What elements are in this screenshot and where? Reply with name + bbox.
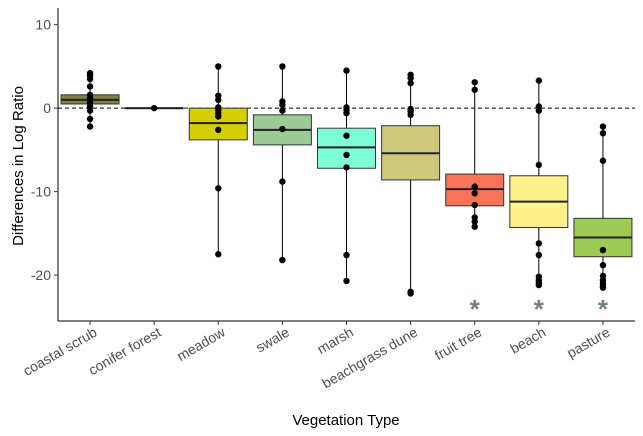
- data-point: [599, 284, 607, 291]
- data-point: [215, 126, 222, 134]
- y-tick-label: -10: [31, 184, 51, 200]
- data-point: [86, 123, 94, 130]
- x-tick-label: coastal scrub: [20, 324, 100, 379]
- x-tick-label: pasture: [564, 324, 613, 361]
- data-point: [343, 67, 350, 74]
- data-point: [279, 256, 286, 264]
- x-tick-label: meadow: [174, 323, 229, 364]
- data-point: [343, 277, 350, 285]
- significance-marker: *: [470, 294, 481, 324]
- data-point: [407, 74, 414, 82]
- data-point: [215, 63, 222, 70]
- data-point: [471, 86, 478, 93]
- data-point: [343, 164, 350, 171]
- data-point: [599, 246, 607, 254]
- data-point: [407, 290, 414, 297]
- data-point: [599, 261, 607, 269]
- x-axis-title: Vegetation Type: [292, 412, 399, 429]
- data-point: [343, 151, 350, 159]
- data-point: [343, 132, 350, 139]
- data-point: [150, 104, 158, 112]
- data-point: [535, 251, 543, 259]
- data-point: [215, 251, 222, 258]
- data-point: [86, 75, 94, 83]
- data-point: [471, 218, 478, 225]
- y-tick-label: 10: [35, 17, 51, 33]
- y-tick-label: 0: [43, 100, 51, 116]
- data-point: [471, 223, 478, 230]
- x-tick-label: marsh: [314, 324, 356, 357]
- x-tick-label: swale: [253, 324, 292, 356]
- data-point: [535, 107, 543, 114]
- data-point: [407, 79, 414, 87]
- data-point: [407, 111, 414, 119]
- data-point: [471, 79, 478, 86]
- x-tick-label: conifer forest: [86, 324, 164, 378]
- data-point: [86, 107, 94, 114]
- data-point: [279, 178, 286, 185]
- data-point: [86, 115, 94, 123]
- data-point: [535, 240, 543, 247]
- data-point: [471, 183, 478, 190]
- data-point: [279, 125, 286, 133]
- data-point: [343, 109, 350, 117]
- data-point: [599, 157, 607, 164]
- data-point: [86, 83, 94, 90]
- y-axis-title: Differences in Log Ratio: [10, 86, 27, 246]
- significance-marker: *: [598, 294, 609, 324]
- data-point: [535, 281, 543, 289]
- data-point: [215, 113, 222, 120]
- y-tick-label: -20: [31, 267, 51, 283]
- data-point: [215, 185, 222, 192]
- data-point: [343, 251, 350, 259]
- data-point: [599, 130, 607, 137]
- data-point: [279, 107, 286, 114]
- data-point: [279, 63, 286, 70]
- data-point: [215, 96, 222, 104]
- data-point: [471, 190, 478, 197]
- x-tick-label: fruit tree: [432, 324, 485, 364]
- data-point: [535, 77, 543, 84]
- data-point: [279, 101, 286, 109]
- data-point: [535, 161, 543, 169]
- data-point: [599, 123, 607, 130]
- significance-marker: *: [534, 294, 545, 324]
- data-point: [471, 201, 478, 209]
- x-tick-label: beach: [507, 324, 548, 357]
